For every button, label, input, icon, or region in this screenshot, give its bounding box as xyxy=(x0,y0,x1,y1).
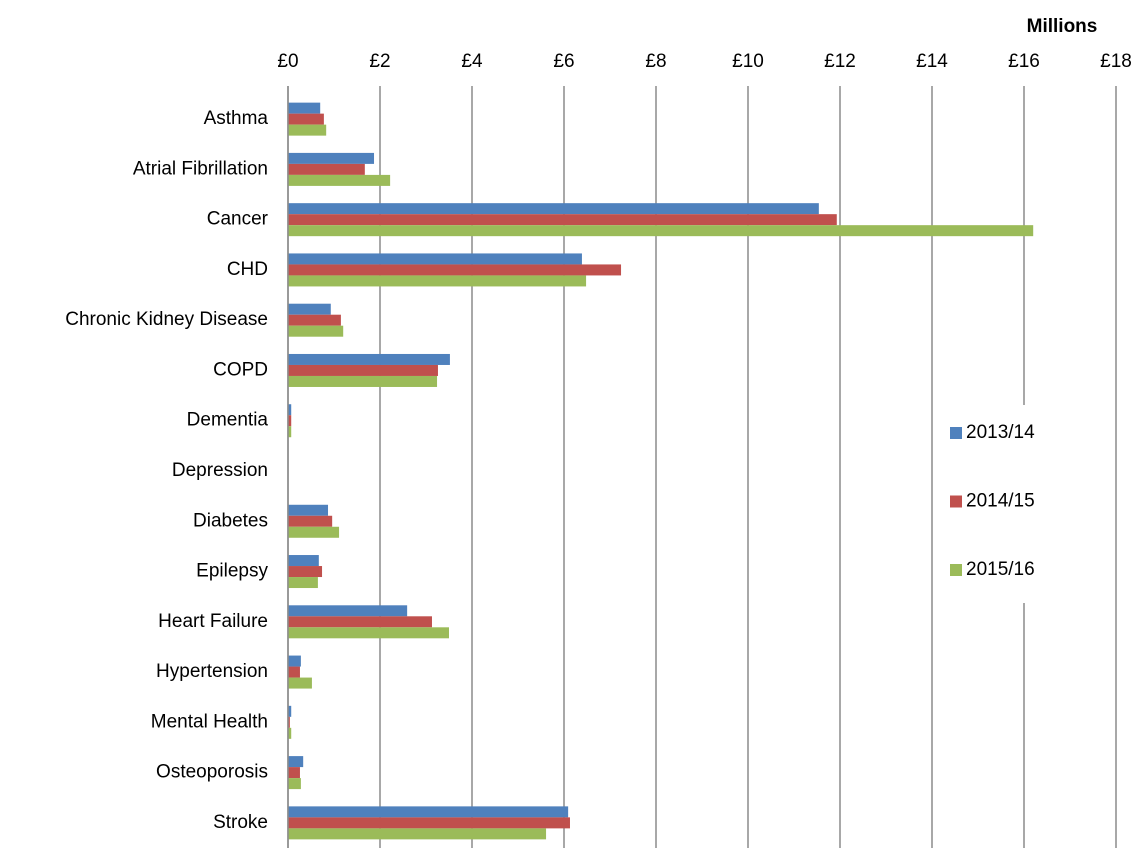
bar xyxy=(288,364,438,376)
bar xyxy=(288,605,408,617)
x-tick-label: £10 xyxy=(732,51,764,72)
axis-title: Millions xyxy=(1027,16,1098,37)
y-tick-label: Mental Health xyxy=(151,711,268,732)
bar xyxy=(288,666,300,678)
y-tick-label: COPD xyxy=(213,359,268,380)
bar xyxy=(288,767,300,779)
y-tick-label: Chronic Kidney Disease xyxy=(65,309,268,330)
bar xyxy=(288,203,819,215)
bar xyxy=(288,677,312,689)
bar xyxy=(288,152,375,164)
x-tick-label: £8 xyxy=(645,51,666,72)
y-tick-label: Cancer xyxy=(207,209,269,230)
y-tick-label: Osteoporosis xyxy=(156,762,268,783)
bar xyxy=(288,616,432,628)
y-tick-label: Diabetes xyxy=(193,510,268,531)
bar xyxy=(288,375,438,387)
y-tick-label: Epilepsy xyxy=(196,561,268,582)
bar xyxy=(288,124,327,136)
bar xyxy=(288,627,449,639)
bar xyxy=(288,325,344,337)
bar xyxy=(288,515,333,527)
y-tick-label: Depression xyxy=(172,460,268,481)
bar xyxy=(288,225,1034,237)
bar xyxy=(288,426,292,438)
bar xyxy=(288,778,301,790)
bar xyxy=(288,504,329,516)
x-tick-label: £0 xyxy=(277,51,298,72)
bar xyxy=(288,264,622,276)
bar xyxy=(288,756,304,768)
legend-swatch xyxy=(950,564,962,576)
bar xyxy=(288,705,292,717)
bar xyxy=(288,253,582,265)
bar xyxy=(288,577,318,589)
x-tick-label: £14 xyxy=(916,51,948,72)
legend-swatch xyxy=(950,495,962,508)
bar xyxy=(288,113,324,125)
y-tick-label: Atrial Fibrillation xyxy=(133,158,268,179)
bar xyxy=(288,102,321,114)
bar xyxy=(288,828,547,840)
y-tick-label: Hypertension xyxy=(156,661,268,682)
bar xyxy=(288,174,391,186)
bar xyxy=(288,655,301,667)
bar xyxy=(288,555,319,567)
x-tick-label: £16 xyxy=(1008,51,1040,72)
bar xyxy=(288,314,341,326)
bar xyxy=(288,727,292,739)
bar xyxy=(288,275,587,287)
bar xyxy=(288,526,340,538)
legend-label: 2015/16 xyxy=(966,559,1035,580)
y-tick-label: CHD xyxy=(227,259,268,280)
legend-swatch xyxy=(950,427,962,439)
y-tick-label: Asthma xyxy=(204,108,269,129)
y-tick-label: Stroke xyxy=(213,812,268,833)
legend-label: 2014/15 xyxy=(966,491,1035,512)
bar xyxy=(288,716,290,728)
bar xyxy=(288,415,292,427)
x-tick-label: £18 xyxy=(1100,51,1132,72)
bar xyxy=(288,303,331,315)
bar xyxy=(288,817,570,829)
y-tick-label: Dementia xyxy=(187,410,269,431)
y-tick-label: Heart Failure xyxy=(158,611,268,632)
bar xyxy=(288,353,450,365)
bar xyxy=(288,163,365,175)
x-tick-label: £4 xyxy=(461,51,483,72)
bar xyxy=(288,566,323,578)
bar xyxy=(288,214,837,226)
x-tick-label: £12 xyxy=(824,51,856,72)
bar xyxy=(288,806,569,818)
legend-label: 2013/14 xyxy=(966,422,1035,443)
x-tick-label: £6 xyxy=(553,51,574,72)
legend-box xyxy=(934,405,1110,603)
bar xyxy=(288,404,292,416)
x-tick-label: £2 xyxy=(369,51,390,72)
